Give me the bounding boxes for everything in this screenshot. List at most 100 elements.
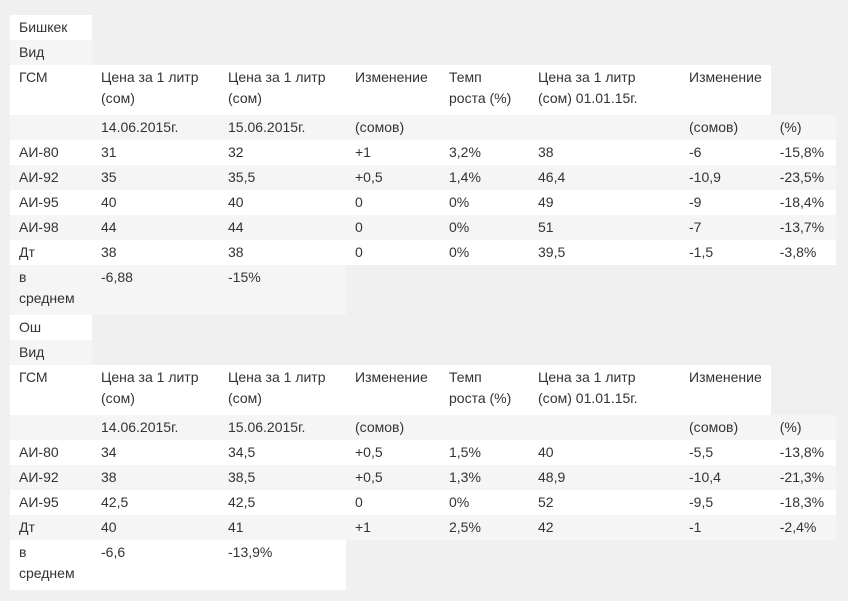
average-percent: -13,9% (219, 540, 346, 590)
table-cell: 51 (529, 215, 680, 240)
fuel-type: АИ-92 (10, 165, 92, 190)
table-cell: 46,4 (529, 165, 680, 190)
subheader-cell: (сомов) (680, 415, 771, 440)
fuel-type: АИ-95 (10, 490, 92, 515)
table-cell: -21,3% (770, 465, 836, 490)
table-cell: -10,9 (680, 165, 771, 190)
city-row: Бишкек (10, 15, 836, 40)
table-cell: 35 (92, 165, 219, 190)
average-label: в среднем (10, 265, 92, 315)
table-cell: 2,5% (440, 515, 529, 540)
fuel-type: Дт (10, 515, 92, 540)
header-cell (771, 65, 836, 115)
average-value: -6,6 (92, 540, 219, 590)
table-cell: 42 (529, 515, 680, 540)
table-cell: 1,3% (440, 465, 529, 490)
table-cell: 40 (92, 515, 219, 540)
header-cell: Цена за 1 литр (сом) (92, 65, 219, 115)
kind-label: Вид (10, 340, 92, 365)
table-cell: 40 (529, 440, 680, 465)
fuel-type: Дт (10, 240, 92, 265)
table-row: АИ-95 42,5 42,5 0 0% 52 -9,5 -18,3% (10, 490, 836, 515)
header-cell: Темп роста (%) (440, 365, 529, 415)
subheader-cell (529, 115, 680, 140)
table-cell: -3,8% (770, 240, 836, 265)
header-cell: Цена за 1 литр (сом) (92, 365, 219, 415)
table-cell: 0 (346, 490, 440, 515)
average-row: в среднем -6,88 -15% (10, 265, 836, 315)
header-cell: ГСМ (10, 365, 92, 415)
table-cell: 38,5 (219, 465, 346, 490)
average-row: в среднем -6,6 -13,9% (10, 540, 836, 590)
table-cell: 44 (92, 215, 219, 240)
table-cell: -9,5 (680, 490, 771, 515)
table-cell: 34,5 (219, 440, 346, 465)
table-cell: -9 (680, 190, 771, 215)
fuel-type: АИ-80 (10, 440, 92, 465)
header-cell: Изменение (346, 65, 440, 115)
table-row: Дт 40 41 +1 2,5% 42 -1 -2,4% (10, 515, 836, 540)
table-cell: 0% (440, 240, 529, 265)
table-cell: -13,8% (770, 440, 836, 465)
table-cell: 48,9 (529, 465, 680, 490)
subheader-cell: 14.06.2015г. (92, 115, 219, 140)
table-cell: -6 (680, 140, 771, 165)
fuel-type: АИ-95 (10, 190, 92, 215)
table-cell: +1 (346, 140, 440, 165)
table-cell: -7 (680, 215, 771, 240)
subheader-row: 14.06.2015г. 15.06.2015г. (сомов) (сомов… (10, 115, 836, 140)
subheader-cell: 15.06.2015г. (219, 115, 346, 140)
table-cell: -23,5% (770, 165, 836, 190)
table-cell: 41 (219, 515, 346, 540)
table-cell: -13,7% (770, 215, 836, 240)
table-cell: 38 (92, 240, 219, 265)
table-cell: +1 (346, 515, 440, 540)
table-cell: 52 (529, 490, 680, 515)
average-label: в среднем (10, 540, 92, 590)
header-cell: ГСМ (10, 65, 92, 115)
subheader-cell: 14.06.2015г. (92, 415, 219, 440)
header-cell (771, 365, 836, 415)
subheader-row: 14.06.2015г. 15.06.2015г. (сомов) (сомов… (10, 415, 836, 440)
kind-label: Вид (10, 40, 92, 65)
city-name: Бишкек (10, 15, 92, 40)
kind-row: Вид (10, 40, 836, 65)
table-cell: -1,5 (680, 240, 771, 265)
table-cell: 49 (529, 190, 680, 215)
fuel-type: АИ-80 (10, 140, 92, 165)
table-cell: -1 (680, 515, 771, 540)
table-cell: 31 (92, 140, 219, 165)
city-row: Ош (10, 315, 836, 340)
table-row: АИ-95 40 40 0 0% 49 -9 -18,4% (10, 190, 836, 215)
header-cell: Цена за 1 литр (сом) 01.01.15г. (529, 365, 680, 415)
subheader-cell: (%) (770, 415, 836, 440)
table-cell: 34 (92, 440, 219, 465)
table-cell: 3,2% (440, 140, 529, 165)
header-cell: Изменение (346, 365, 440, 415)
subheader-cell (529, 415, 680, 440)
table-cell: 0 (346, 190, 440, 215)
fuel-price-table: Бишкек Вид ГСМ Цена за 1 литр (сом) Цена… (10, 15, 836, 590)
table-cell: -2,4% (770, 515, 836, 540)
table-cell: 0 (346, 240, 440, 265)
table-cell: 44 (219, 215, 346, 240)
header-cell: Цена за 1 литр (сом) (219, 65, 346, 115)
table-row: Дт 38 38 0 0% 39,5 -1,5 -3,8% (10, 240, 836, 265)
table-row: АИ-92 35 35,5 +0,5 1,4% 46,4 -10,9 -23,5… (10, 165, 836, 190)
fuel-type: АИ-92 (10, 465, 92, 490)
subheader-cell (440, 115, 529, 140)
kind-row: Вид (10, 340, 836, 365)
table-cell: -18,4% (770, 190, 836, 215)
table-cell: 0% (440, 215, 529, 240)
subheader-cell: (сомов) (346, 415, 440, 440)
table-cell: 42,5 (219, 490, 346, 515)
table-cell: 0 (346, 215, 440, 240)
table-cell: -5,5 (680, 440, 771, 465)
table-cell: 38 (92, 465, 219, 490)
table-cell: -18,3% (770, 490, 836, 515)
header-row: ГСМ Цена за 1 литр (сом) Цена за 1 литр … (10, 365, 836, 415)
table-cell: 40 (219, 190, 346, 215)
header-cell: Цена за 1 литр (сом) 01.01.15г. (529, 65, 680, 115)
table-cell: +0,5 (346, 440, 440, 465)
